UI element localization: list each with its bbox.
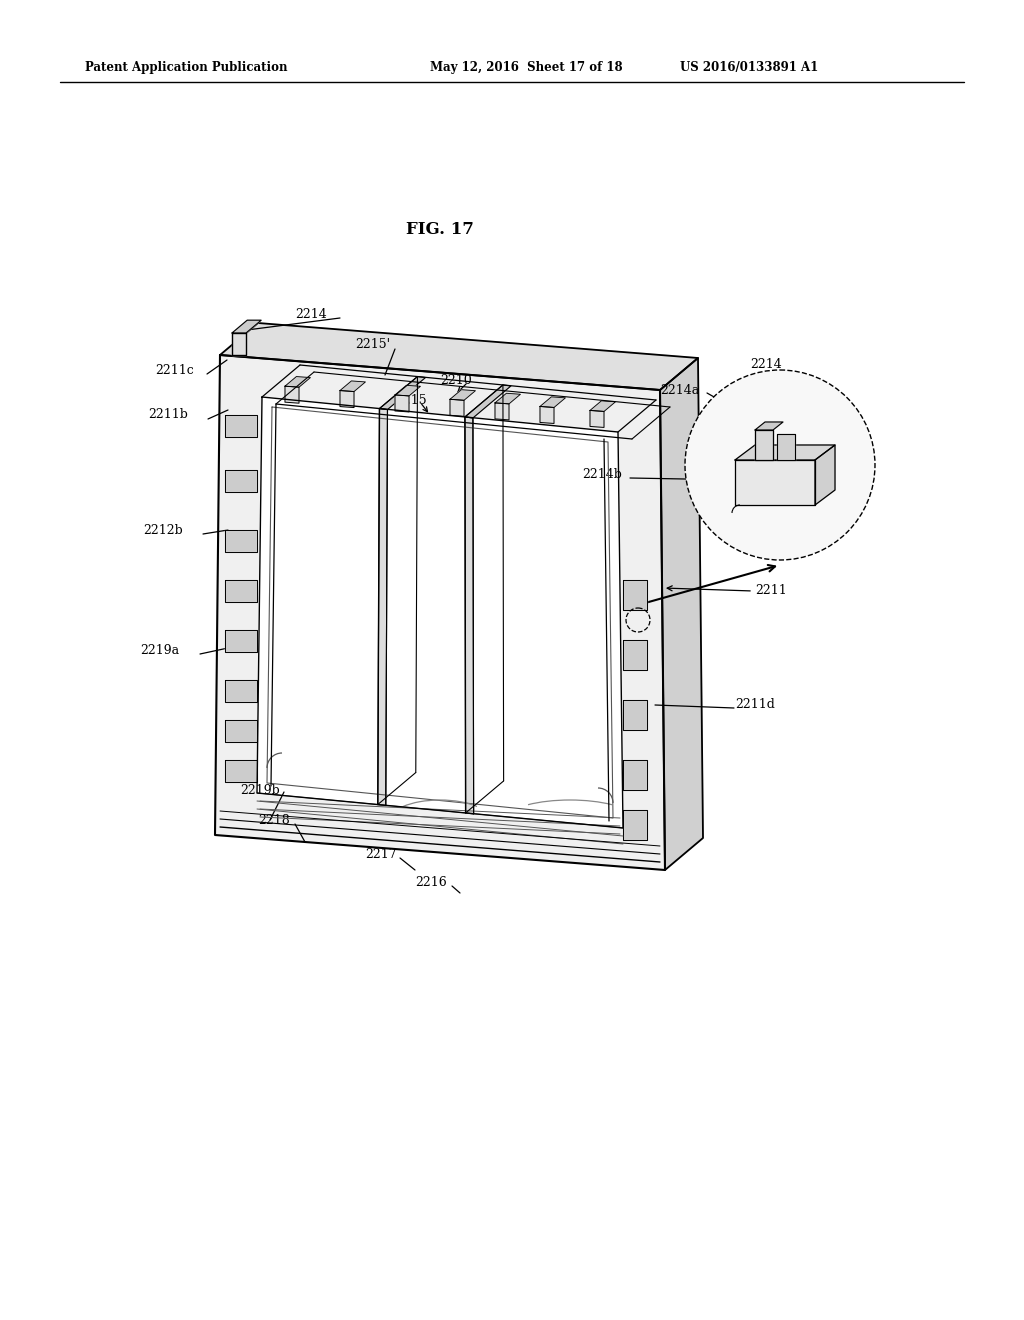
Polygon shape bbox=[777, 434, 795, 459]
Polygon shape bbox=[590, 411, 604, 428]
Polygon shape bbox=[285, 387, 299, 403]
Polygon shape bbox=[395, 385, 421, 396]
Polygon shape bbox=[660, 358, 703, 870]
Polygon shape bbox=[755, 422, 783, 430]
Polygon shape bbox=[450, 399, 464, 416]
Polygon shape bbox=[495, 393, 520, 404]
Text: Patent Application Publication: Patent Application Publication bbox=[85, 62, 288, 74]
Text: 2215': 2215' bbox=[355, 338, 390, 351]
Text: FIG. 17: FIG. 17 bbox=[407, 222, 474, 239]
Polygon shape bbox=[450, 389, 475, 400]
Polygon shape bbox=[623, 700, 647, 730]
Polygon shape bbox=[623, 810, 647, 840]
Polygon shape bbox=[495, 403, 509, 420]
Text: 2216: 2216 bbox=[415, 875, 446, 888]
Polygon shape bbox=[465, 417, 474, 814]
Text: US 2016/0133891 A1: US 2016/0133891 A1 bbox=[680, 62, 818, 74]
Polygon shape bbox=[232, 321, 261, 333]
Polygon shape bbox=[285, 376, 310, 387]
Polygon shape bbox=[623, 579, 647, 610]
Polygon shape bbox=[225, 414, 257, 437]
Text: 2214b: 2214b bbox=[582, 469, 622, 482]
Polygon shape bbox=[340, 381, 366, 392]
Polygon shape bbox=[225, 579, 257, 602]
Circle shape bbox=[685, 370, 874, 560]
Polygon shape bbox=[395, 395, 409, 412]
Text: 2211d: 2211d bbox=[735, 698, 775, 711]
Polygon shape bbox=[540, 397, 565, 408]
Polygon shape bbox=[225, 680, 257, 702]
Text: 2219a: 2219a bbox=[140, 644, 179, 656]
Text: 2218: 2218 bbox=[258, 813, 290, 826]
Text: 2210: 2210 bbox=[440, 374, 472, 387]
Polygon shape bbox=[735, 445, 835, 459]
Polygon shape bbox=[225, 719, 257, 742]
Polygon shape bbox=[623, 760, 647, 789]
Polygon shape bbox=[590, 401, 615, 412]
Polygon shape bbox=[623, 640, 647, 671]
Polygon shape bbox=[815, 445, 835, 506]
Polygon shape bbox=[340, 391, 354, 408]
Polygon shape bbox=[225, 760, 257, 781]
Polygon shape bbox=[380, 376, 426, 409]
Polygon shape bbox=[225, 470, 257, 492]
Polygon shape bbox=[225, 630, 257, 652]
Polygon shape bbox=[215, 355, 665, 870]
Polygon shape bbox=[465, 385, 511, 418]
Text: 2215: 2215 bbox=[395, 393, 427, 407]
Text: 2214a: 2214a bbox=[660, 384, 699, 396]
Text: May 12, 2016  Sheet 17 of 18: May 12, 2016 Sheet 17 of 18 bbox=[430, 62, 623, 74]
Polygon shape bbox=[220, 323, 698, 389]
Text: 2219b: 2219b bbox=[240, 784, 280, 796]
Polygon shape bbox=[378, 409, 387, 805]
Text: 2214: 2214 bbox=[750, 359, 781, 371]
Polygon shape bbox=[540, 407, 554, 424]
Polygon shape bbox=[257, 397, 623, 828]
Text: 2217: 2217 bbox=[365, 849, 396, 862]
Text: 2211b: 2211b bbox=[148, 408, 187, 421]
Polygon shape bbox=[735, 459, 815, 506]
Polygon shape bbox=[225, 531, 257, 552]
Text: 2212b: 2212b bbox=[143, 524, 182, 536]
Text: 2211: 2211 bbox=[755, 583, 786, 597]
Text: 2211c: 2211c bbox=[155, 363, 194, 376]
Text: 2214: 2214 bbox=[295, 309, 327, 322]
Polygon shape bbox=[755, 430, 773, 459]
Polygon shape bbox=[232, 333, 246, 355]
